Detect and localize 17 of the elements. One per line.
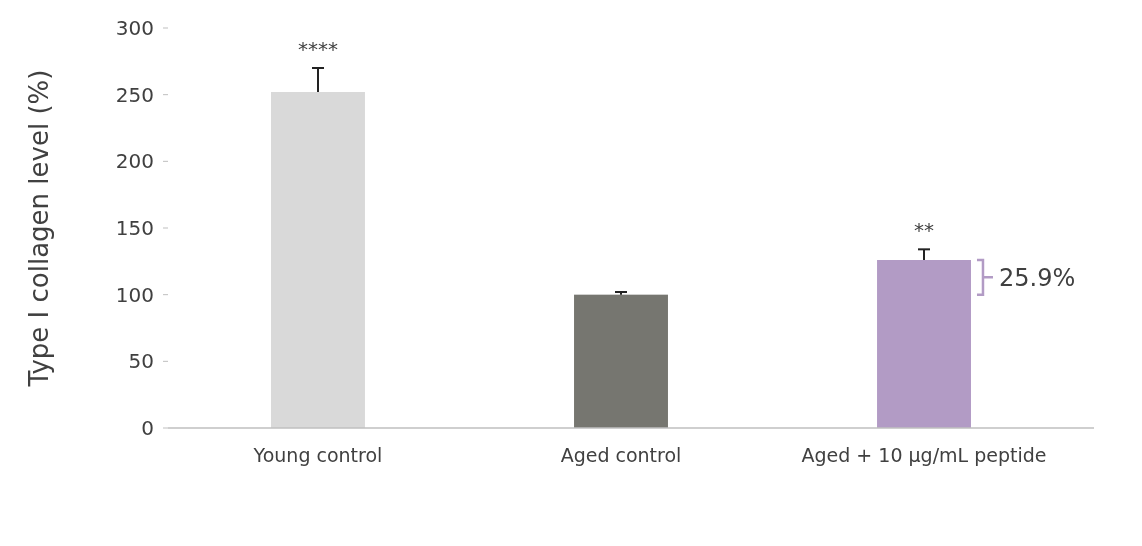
bar [271, 92, 365, 428]
bar [574, 294, 668, 428]
y-axis-title: Type I collagen level (%) [24, 69, 54, 388]
x-tick-label: Young control [252, 444, 383, 466]
x-tick-label: Aged control [560, 444, 682, 466]
bar [877, 260, 971, 428]
annotation: 25.9% [998, 263, 1076, 292]
y-tick-label: 300 [115, 16, 154, 40]
x-tick-label: Aged + 10 µg/mL peptide [801, 444, 1047, 466]
y-tick-label: 200 [115, 149, 154, 174]
annotation: ** [914, 218, 935, 243]
y-tick-label: 150 [115, 216, 154, 240]
y-tick-label: 0 [141, 416, 154, 440]
annotation: **** [297, 37, 338, 61]
y-tick-label: 50 [128, 349, 154, 374]
y-tick-label: 250 [115, 82, 154, 107]
y-tick-label: 100 [115, 282, 154, 307]
